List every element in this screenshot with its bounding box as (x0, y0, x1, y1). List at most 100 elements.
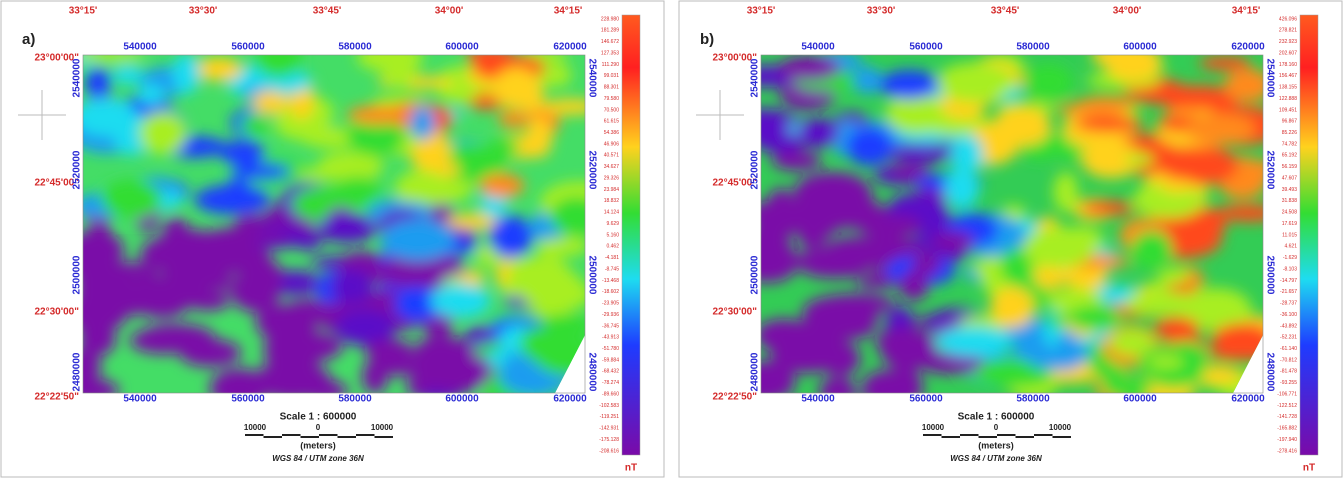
map-blob (395, 181, 422, 202)
colorbar-label: -78.274 (602, 380, 619, 386)
colorbar-label: 5.160 (606, 232, 619, 238)
map-blob (112, 65, 143, 84)
map-blob (927, 117, 969, 135)
scale-bar-segment (1016, 436, 1035, 438)
scale-bar-segment (942, 436, 961, 438)
map-blob (536, 238, 571, 258)
map-blob (168, 262, 217, 275)
easting-label-top: 600000 (1123, 42, 1157, 53)
colorbar-label: -4.181 (605, 255, 619, 261)
northing-label-right: 2500000 (1264, 256, 1275, 295)
colorbar-label: -29.936 (602, 312, 619, 318)
colorbar-label: 88.301 (604, 85, 620, 91)
map-blob (856, 276, 890, 289)
map-blob (1082, 201, 1135, 215)
map-blob (900, 270, 929, 301)
colorbar-label: -21.657 (1280, 289, 1297, 295)
map-blob (347, 106, 412, 125)
colorbar-label: 111.290 (602, 62, 620, 68)
colorbar-unit: nT (1303, 463, 1315, 474)
map-blob (772, 151, 822, 171)
colorbar-label: 127.353 (601, 50, 619, 56)
longitude-label: 33°45' (313, 6, 342, 17)
map-blob (931, 231, 974, 252)
colorbar-label: -81.478 (1280, 369, 1297, 375)
map-blob (136, 324, 216, 353)
easting-label-top: 540000 (123, 42, 157, 53)
map-blob (288, 299, 327, 314)
scale-tick-label: 10000 (1049, 423, 1072, 432)
easting-label-top: 620000 (553, 42, 587, 53)
colorbar-label: -43.913 (602, 335, 619, 341)
colorbar-label: 4.621 (1284, 244, 1297, 250)
colorbar-label: 61.615 (604, 119, 620, 125)
easting-label-bottom: 600000 (445, 394, 479, 405)
map-blob (297, 168, 348, 180)
longitude-label: 34°15' (1232, 6, 1261, 17)
easting-label-top: 580000 (1016, 42, 1050, 53)
colorbar-label: -14.797 (1280, 278, 1297, 284)
map-blob (317, 215, 377, 243)
map-blob (497, 111, 530, 127)
latitude-label: 22°30'00" (35, 307, 80, 318)
colorbar-label: 17.619 (1282, 221, 1298, 227)
map-blob (195, 57, 243, 81)
map-blob (880, 327, 936, 370)
colorbar-label: 146.672 (601, 39, 619, 45)
colorbar-label: 79.580 (604, 96, 620, 102)
map-image (51, 40, 618, 408)
map-blob (887, 143, 957, 163)
map-blob (526, 117, 552, 158)
map-blob (978, 366, 1054, 387)
colorbar-label: 47.607 (1282, 175, 1298, 181)
northing-label-left: 2500000 (750, 255, 761, 294)
colorbar-label: 40.571 (604, 153, 620, 159)
map-blob (236, 230, 291, 242)
map-blob (778, 56, 840, 81)
map-blob (1148, 356, 1184, 369)
map-blob (880, 215, 921, 236)
map-blob (1143, 350, 1206, 388)
scale-text: Scale 1 : 600000 (958, 412, 1035, 423)
colorbar-label: -51.780 (602, 346, 619, 352)
northing-label-left: 2540000 (750, 58, 761, 97)
colorbar-label: -102.583 (599, 403, 619, 409)
map-blob (430, 283, 490, 317)
map-blob (79, 322, 116, 355)
panel-label: b) (700, 31, 714, 48)
map-blob (489, 215, 532, 258)
colorbar-label: -89.660 (602, 391, 619, 397)
easting-label-bottom: 620000 (1231, 394, 1265, 405)
colorbar-label: -8.103 (1283, 266, 1297, 272)
map-blob (138, 84, 165, 105)
colorbar-label: -142.931 (599, 426, 619, 432)
northing-label-right: 2480000 (1264, 353, 1275, 392)
colorbar-label: -52.231 (1280, 335, 1297, 341)
scale-bar-segment (979, 436, 998, 438)
colorbar-label: -93.255 (1280, 380, 1297, 386)
map-blob (246, 259, 284, 294)
map-blob (293, 233, 323, 250)
easting-label-bottom: 620000 (553, 394, 587, 405)
longitude-label: 34°00' (435, 6, 464, 17)
map-blob (240, 114, 269, 135)
colorbar-label: 426.096 (1279, 16, 1297, 22)
colorbar-label: 24.508 (1282, 210, 1298, 216)
colorbar-label: -8.745 (605, 266, 619, 272)
northing-label-left: 2520000 (750, 150, 761, 189)
map-blob (1125, 153, 1154, 165)
map-blob (879, 70, 939, 99)
scale-units: (meters) (978, 440, 1014, 450)
scale-bar-segment (245, 434, 264, 436)
map-blob (1123, 291, 1202, 315)
colorbar-label: -68.432 (602, 369, 619, 375)
scale-units: (meters) (300, 440, 336, 450)
map-blob (1055, 331, 1081, 371)
map-blob (365, 339, 414, 363)
colorbar-label: -1.629 (1283, 255, 1297, 261)
map-blob (139, 111, 186, 155)
longitude-label: 33°15' (69, 6, 98, 17)
northing-label-left: 2500000 (72, 255, 83, 294)
colorbar-label: 0.462 (606, 244, 619, 250)
map-blob (846, 127, 893, 166)
